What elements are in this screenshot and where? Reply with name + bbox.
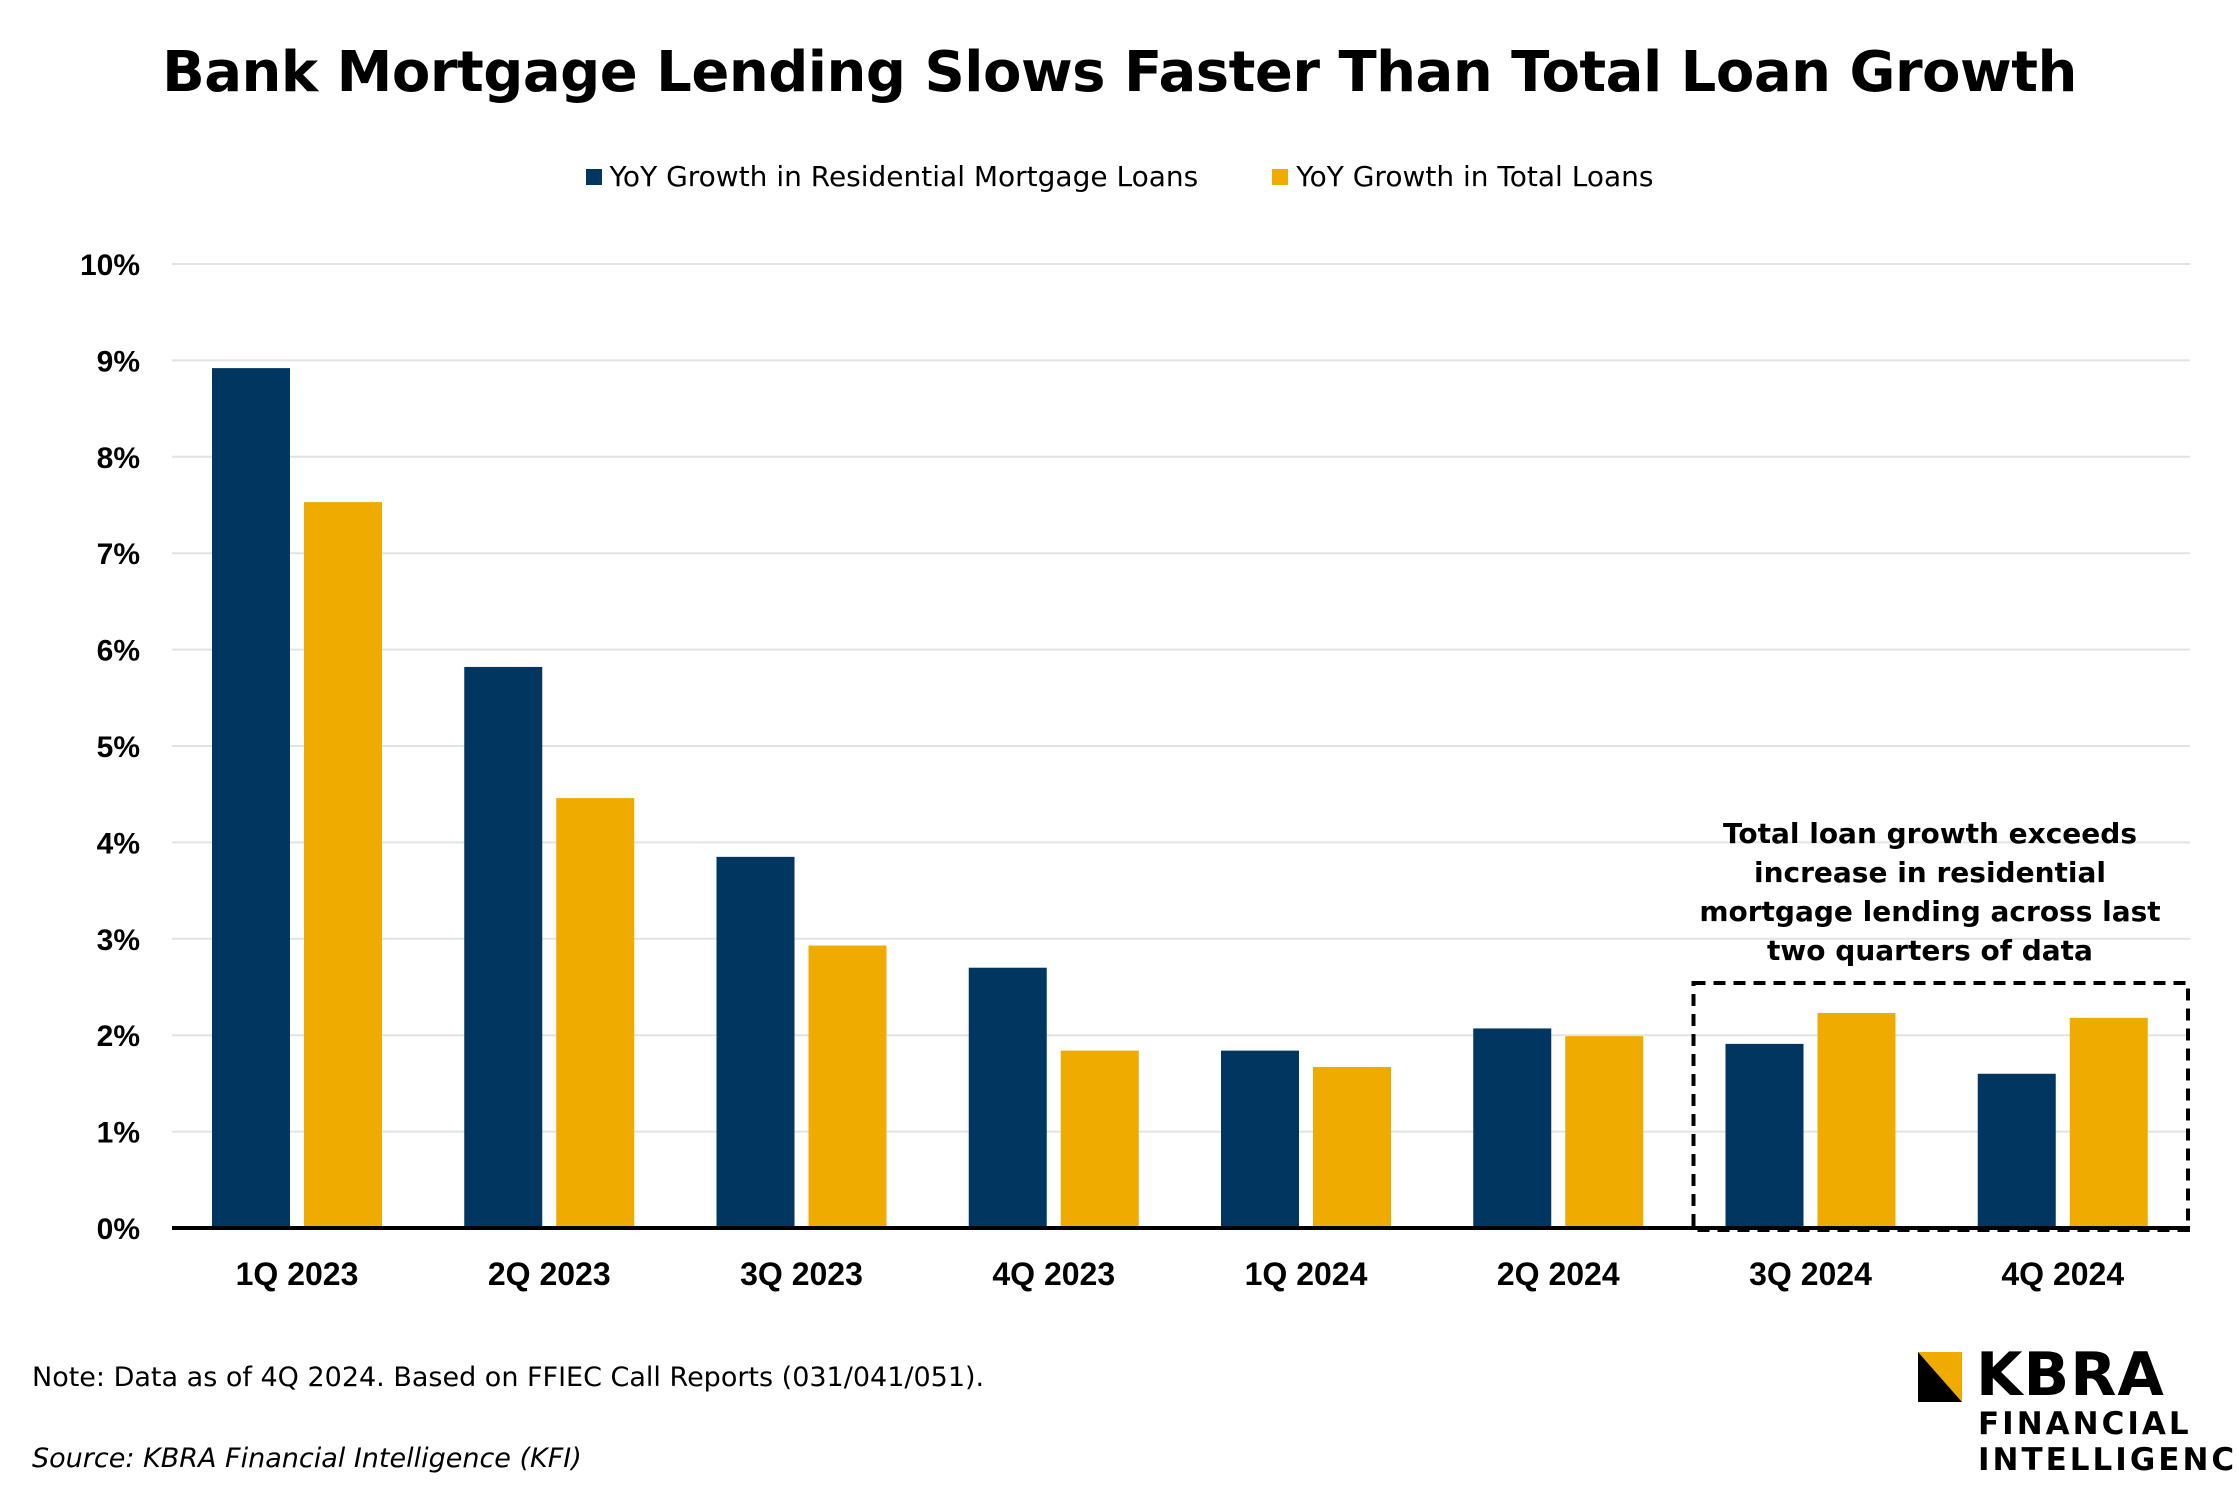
x-tick-label: 3Q 2023 xyxy=(740,1256,863,1292)
bar-total xyxy=(556,798,635,1228)
footnote: Note: Data as of 4Q 2024. Based on FFIEC… xyxy=(32,1362,985,1393)
kbra-logo-mark-icon xyxy=(1918,1352,1962,1402)
x-tick-label: 4Q 2023 xyxy=(992,1256,1115,1292)
y-tick-label: 9% xyxy=(97,345,140,378)
bar-mortgage xyxy=(212,368,290,1228)
bar-mortgage xyxy=(716,856,795,1228)
bars xyxy=(212,368,2148,1228)
legend: YoY Growth in Residential Mortgage Loans… xyxy=(0,160,2239,193)
bar-mortgage xyxy=(1473,1028,1552,1228)
annotation-line: mortgage lending across last xyxy=(1699,895,2161,928)
x-tick-label: 2Q 2023 xyxy=(488,1256,611,1292)
bar-total xyxy=(2069,1017,2148,1228)
y-tick-label: 8% xyxy=(97,442,140,475)
annotation-line: Total loan growth exceeds xyxy=(1722,817,2137,850)
bar-mortgage xyxy=(968,967,1047,1228)
bar-total xyxy=(304,502,382,1228)
legend-label-total: YoY Growth in Total Loans xyxy=(1296,160,1654,193)
y-tick-label: 7% xyxy=(97,538,140,571)
bar-mortgage xyxy=(1221,1050,1299,1228)
bar-total xyxy=(1817,1013,1896,1228)
y-tick-label: 4% xyxy=(97,827,140,860)
highlight-box xyxy=(1691,981,2190,1232)
y-axis: 0% 1% 2% 3% 4% 5% 6% 7% 8% 9% 10% xyxy=(80,249,140,1246)
x-tick-label: 1Q 2023 xyxy=(236,1256,359,1292)
bar-total xyxy=(1313,1067,1391,1228)
bar-total xyxy=(808,945,887,1228)
logo-name: KBRA xyxy=(1976,1340,2165,1410)
bar-mortgage xyxy=(1977,1073,2056,1228)
y-tick-label: 2% xyxy=(97,1020,140,1053)
x-tick-label: 2Q 2024 xyxy=(1497,1256,1620,1292)
logo-subtitle-financial: FINANCIAL xyxy=(1978,1406,2192,1442)
bar-total xyxy=(1060,1050,1139,1228)
annotation-text: Total loan growth exceeds increase in re… xyxy=(1680,814,2180,970)
kbra-logo: KBRA FINANCIAL INTELLIGENCE xyxy=(1918,1340,2239,1482)
x-tick-label: 3Q 2024 xyxy=(1749,1256,1872,1292)
y-tick-label: 5% xyxy=(97,731,140,764)
bar-mortgage xyxy=(1725,1043,1804,1228)
y-tick-label: 3% xyxy=(97,924,140,957)
y-tick-label: 0% xyxy=(97,1213,140,1246)
x-tick-label: 4Q 2024 xyxy=(2001,1256,2124,1292)
legend-item-total: YoY Growth in Total Loans xyxy=(1272,160,1653,193)
source-note: Source: KBRA Financial Intelligence (KFI… xyxy=(32,1443,582,1474)
annotation-line: two quarters of data xyxy=(1767,934,2093,967)
legend-swatch-total xyxy=(1272,168,1289,185)
annotation-line: increase in residential xyxy=(1753,856,2106,889)
bar-mortgage xyxy=(464,666,543,1228)
y-tick-label: 10% xyxy=(80,249,140,282)
y-tick-label: 1% xyxy=(97,1117,140,1150)
bar-chart: 0% 1% 2% 3% 4% 5% 6% 7% 8% 9% 10% 1Q 2023 2Q 2023 3Q… xyxy=(80,249,2190,1292)
legend-swatch-mortgage xyxy=(585,168,602,185)
chart-title: Bank Mortgage Lending Slows Faster Than … xyxy=(162,40,2077,105)
legend-item-mortgage: YoY Growth in Residential Mortgage Loans xyxy=(585,160,1199,193)
x-axis: 1Q 2023 2Q 2023 3Q 2023 4Q 2023 1Q 2024 2Q 20… xyxy=(172,1226,2190,1292)
logo-subtitle-intelligence: INTELLIGENCE xyxy=(1978,1442,2239,1478)
x-tick-label: 1Q 2024 xyxy=(1245,1256,1368,1292)
bar-total xyxy=(1565,1036,1644,1228)
y-tick-label: 6% xyxy=(97,635,140,668)
legend-label-mortgage: YoY Growth in Residential Mortgage Loans xyxy=(609,160,1199,193)
